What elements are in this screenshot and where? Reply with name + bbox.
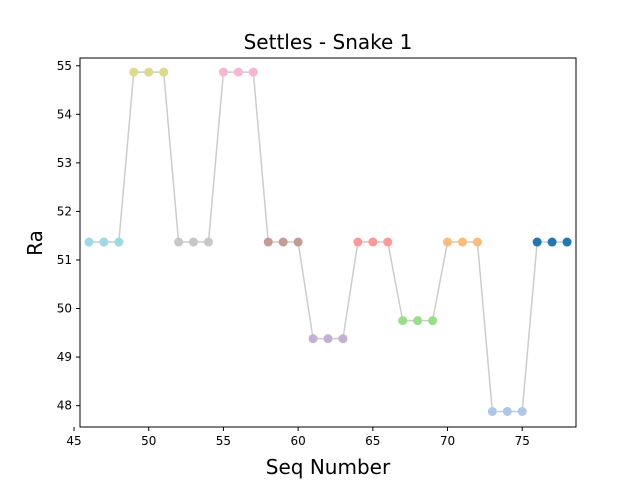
data-point (293, 237, 303, 247)
data-point (203, 237, 213, 247)
data-point (487, 406, 497, 416)
y-tick-label: 52 (57, 204, 72, 218)
data-point (502, 406, 512, 416)
y-tick-label: 55 (57, 59, 72, 73)
data-point (338, 334, 348, 344)
data-point (428, 316, 438, 326)
x-tick-label: 55 (216, 434, 231, 448)
data-point (308, 334, 318, 344)
y-axis: 48 49 50 51 52 53 54 55 (57, 59, 80, 413)
data-point (398, 316, 408, 326)
data-point (99, 237, 109, 247)
y-tick-label: 53 (57, 156, 72, 170)
data-point (562, 237, 572, 247)
data-point (443, 237, 453, 247)
data-point (383, 237, 393, 247)
x-tick-label: 75 (515, 434, 530, 448)
y-axis-label: Ra (23, 230, 47, 256)
data-point (472, 237, 482, 247)
data-point (547, 237, 557, 247)
data-point (129, 67, 139, 77)
data-point (457, 237, 467, 247)
data-point (353, 237, 363, 247)
data-point (174, 237, 184, 247)
data-point (144, 67, 154, 77)
data-point (517, 406, 527, 416)
data-point (84, 237, 94, 247)
y-tick-label: 48 (57, 399, 72, 413)
data-point (248, 67, 258, 77)
y-tick-label: 54 (57, 107, 72, 121)
data-point (159, 67, 169, 77)
axes-frame (79, 57, 577, 428)
x-tick-label: 60 (290, 434, 305, 448)
x-tick-label: 45 (66, 434, 81, 448)
data-point (233, 67, 243, 77)
data-point (413, 316, 423, 326)
data-point (278, 237, 288, 247)
data-point (189, 237, 199, 247)
x-axis: 45 50 55 60 65 70 75 (66, 427, 530, 448)
data-point (218, 67, 228, 77)
data-point (368, 237, 378, 247)
y-tick-label: 50 (57, 302, 72, 316)
data-point (263, 237, 273, 247)
plot-area (84, 67, 572, 416)
x-tick-label: 50 (141, 434, 156, 448)
chart-title: Settles - Snake 1 (244, 30, 413, 54)
data-point (323, 334, 333, 344)
data-point (532, 237, 542, 247)
data-point (114, 237, 124, 247)
y-tick-label: 51 (57, 253, 72, 267)
y-tick-label: 49 (57, 350, 72, 364)
x-tick-label: 70 (440, 434, 455, 448)
x-tick-label: 65 (365, 434, 380, 448)
x-axis-label: Seq Number (266, 455, 391, 479)
